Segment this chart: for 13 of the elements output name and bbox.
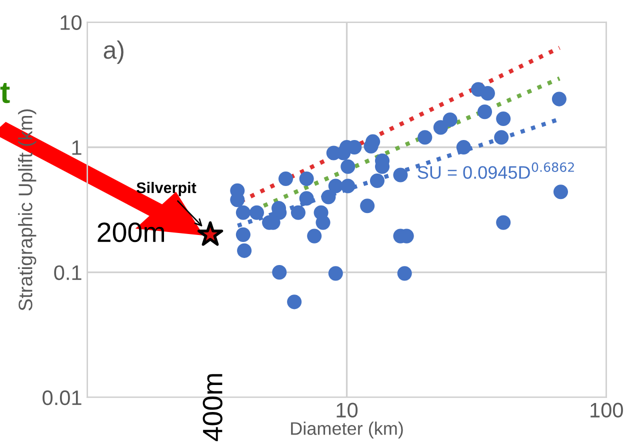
y-tick-label: 1 [72, 140, 82, 155]
y-axis-title: Stratigraphic Uplift (km) [18, 109, 36, 310]
annotation: SU = 0.0945D$^{0.6862}$ [418, 162, 574, 179]
annotation: a) [104, 40, 124, 64]
annotation: 400m [202, 374, 222, 442]
x-tick-label: 100 [590, 402, 623, 418]
annotation: 200m [98, 222, 164, 242]
y-tick-label: 10 [60, 15, 82, 30]
annotation: Silverpit [136, 182, 196, 196]
text: t [0, 82, 10, 104]
y-tick-label: 0.01 [42, 390, 82, 406]
x-axis-title: Diameter (km) [291, 422, 403, 438]
y-tick-label: 0.1 [54, 265, 82, 280]
